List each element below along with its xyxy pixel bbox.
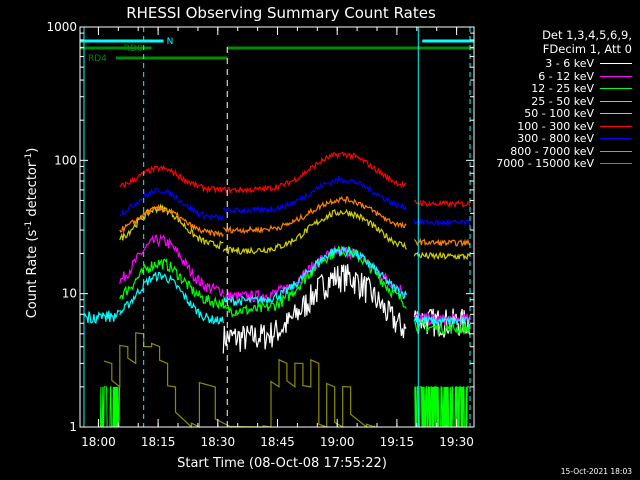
legend-item-7: 800 - 7000 keV	[510, 145, 632, 158]
legend-swatch	[600, 75, 632, 77]
x-tick-label-0: 18:00	[81, 435, 116, 449]
series-line-6	[222, 175, 407, 216]
x-tick-label-2: 18:30	[201, 435, 236, 449]
y-axis-label: Count Rate (s-1 detector-1)	[24, 148, 40, 319]
footer-timestamp: 15-Oct-2021 18:03	[560, 467, 632, 476]
legend-item-1: 6 - 12 keV	[538, 70, 632, 83]
series-line-2	[413, 319, 471, 336]
x-tick-label-1: 18:15	[141, 435, 176, 449]
legend-swatch	[600, 113, 632, 114]
series-line-6	[413, 218, 471, 227]
legend-label: 7000 - 15000 keV	[496, 157, 594, 170]
series-line-3	[119, 271, 224, 325]
series-line-3	[413, 314, 471, 326]
legend-item-0: 3 - 6 keV	[545, 57, 632, 70]
x-tick-label-5: 19:15	[380, 435, 415, 449]
series-line-5	[414, 199, 471, 209]
legend-header-line-1: Det 1,3,4,5,6,9,	[542, 28, 632, 42]
legend-label: 100 - 300 keV	[517, 119, 594, 133]
state-bar-label-1: RD0	[124, 44, 143, 54]
legend-swatch	[600, 150, 632, 152]
legend-label: 12 - 25 keV	[531, 82, 594, 95]
legend-label: 6 - 12 keV	[538, 69, 594, 83]
legend-label: 300 - 800 keV	[517, 132, 594, 145]
x-tick-label-4: 19:00	[320, 435, 355, 449]
legend-header: Det 1,3,4,5,6,9, FDecim 1, Att 0	[542, 28, 632, 56]
legend-swatch	[600, 88, 632, 89]
legend-label: 800 - 7000 keV	[510, 144, 594, 158]
series-line-2-low-0	[99, 386, 120, 428]
legend-swatch	[600, 100, 632, 102]
y-tick-label-1: 10	[62, 287, 77, 301]
legend-swatch	[600, 125, 632, 127]
legend-item-8: 7000 - 15000 keV	[496, 157, 632, 170]
legend-item-6: 300 - 800 keV	[517, 132, 632, 145]
series-line-3-start	[83, 309, 120, 325]
series-line-5	[222, 151, 407, 195]
legend-item-4: 50 - 100 keV	[524, 107, 632, 120]
y-tick-label-2: 100	[54, 153, 77, 167]
series-line-7	[413, 237, 471, 248]
legend-item-3: 25 - 50 keV	[531, 95, 632, 108]
series-line-4	[413, 251, 471, 261]
legend-label: 25 - 50 keV	[531, 94, 594, 108]
legend-swatch	[600, 138, 632, 139]
legend-header-line-2: FDecim 1, Att 0	[542, 42, 632, 56]
series-line-2	[222, 246, 407, 318]
legend-label: 50 - 100 keV	[524, 107, 594, 120]
series-line-2-low-1	[414, 386, 470, 428]
series-line-5	[119, 164, 224, 194]
legend-swatch	[600, 63, 632, 64]
plot-frame	[79, 26, 475, 428]
legend-swatch	[600, 163, 632, 164]
legend-item-5: 100 - 300 keV	[517, 120, 632, 133]
series-line-0	[413, 308, 471, 338]
series-line-7	[222, 195, 407, 235]
state-bar-label-2: RD4	[88, 54, 107, 64]
x-tick-label-3: 18:45	[260, 435, 295, 449]
series-line-8	[103, 332, 376, 429]
series-line-4	[222, 208, 407, 255]
legend-item-2: 12 - 25 keV	[531, 82, 632, 95]
series-line-3	[222, 246, 407, 306]
y-tick-label-0: 1	[69, 420, 77, 434]
y-tick-label-3: 1000	[46, 20, 77, 34]
x-axis-label: Start Time (08-Oct-08 17:55:22)	[177, 456, 387, 471]
series-line-6	[119, 187, 224, 222]
series-line-7	[119, 203, 224, 238]
chart-title: RHESSI Observing Summary Count Rates	[126, 4, 436, 22]
state-bar-label-0: N	[167, 37, 174, 47]
series-line-2	[119, 257, 224, 310]
series-line-1	[119, 233, 224, 297]
legend-label: 3 - 6 keV	[545, 57, 594, 70]
series-line-0	[222, 264, 407, 354]
x-tick-label-6: 19:30	[439, 435, 474, 449]
